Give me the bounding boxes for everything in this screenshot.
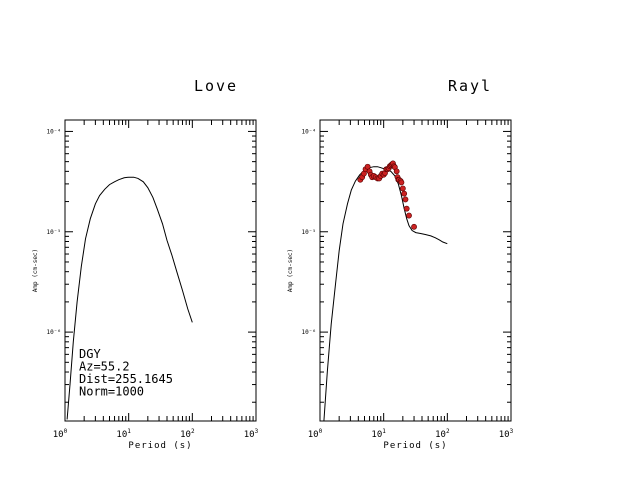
x-tick-exponent: 0 [319,428,323,435]
plot-frame [319,119,512,422]
x-tick-label: 100 [53,428,68,440]
y-axis-label: Amp (cm-sec) [32,249,39,292]
x-tick-base: 10 [499,430,510,440]
data-point [398,179,405,186]
data-point [406,212,412,219]
x-tick-label: 102 [180,428,195,440]
x-tick-exponent: 3 [255,428,259,435]
y-tick-label: 10⁻⁶ [47,329,61,336]
plot-title: Love [194,77,238,95]
data-point [402,196,409,203]
data-point [399,185,406,192]
x-axis-label: Period (s) [383,441,447,451]
info-line: DGY [79,347,101,361]
x-tick-base: 10 [308,430,319,440]
x-tick-base: 10 [53,430,64,440]
data-point [411,223,417,230]
series-line [66,176,193,420]
y-tick-label: 10⁻⁶ [302,329,316,336]
x-tick-label: 102 [435,428,450,440]
x-tick-label: 103 [499,428,514,440]
plot-title: Rayl [448,77,492,95]
x-axis-label: Period (s) [128,441,192,451]
x-tick-label: 101 [116,428,131,440]
x-tick-exponent: 2 [446,428,450,435]
info-line: Norm=1000 [79,385,144,399]
data-point [403,205,410,212]
plot-frame [64,119,257,422]
series-line [323,166,448,422]
info-line: Az=55.2 [79,360,130,374]
x-tick-exponent: 2 [191,428,195,435]
x-tick-base: 10 [371,430,382,440]
x-tick-base: 10 [435,430,446,440]
x-tick-base: 10 [180,430,191,440]
x-tick-exponent: 1 [127,428,131,435]
x-tick-base: 10 [244,430,255,440]
x-tick-label: 101 [371,428,386,440]
x-tick-exponent: 3 [510,428,514,435]
y-axis-label: Amp (cm-sec) [287,249,294,292]
x-tick-label: 103 [244,428,259,440]
x-tick-exponent: 1 [382,428,386,435]
y-tick-label: 10⁻⁵ [302,229,316,236]
info-line: Dist=255.1645 [79,372,173,386]
x-tick-exponent: 0 [64,428,68,435]
x-tick-base: 10 [116,430,127,440]
y-tick-label: 10⁻⁴ [302,128,316,135]
data-point [401,190,408,197]
y-tick-label: 10⁻⁵ [47,229,61,236]
y-tick-label: 10⁻⁴ [47,128,61,135]
data-point [393,168,400,175]
x-tick-label: 100 [308,428,323,440]
